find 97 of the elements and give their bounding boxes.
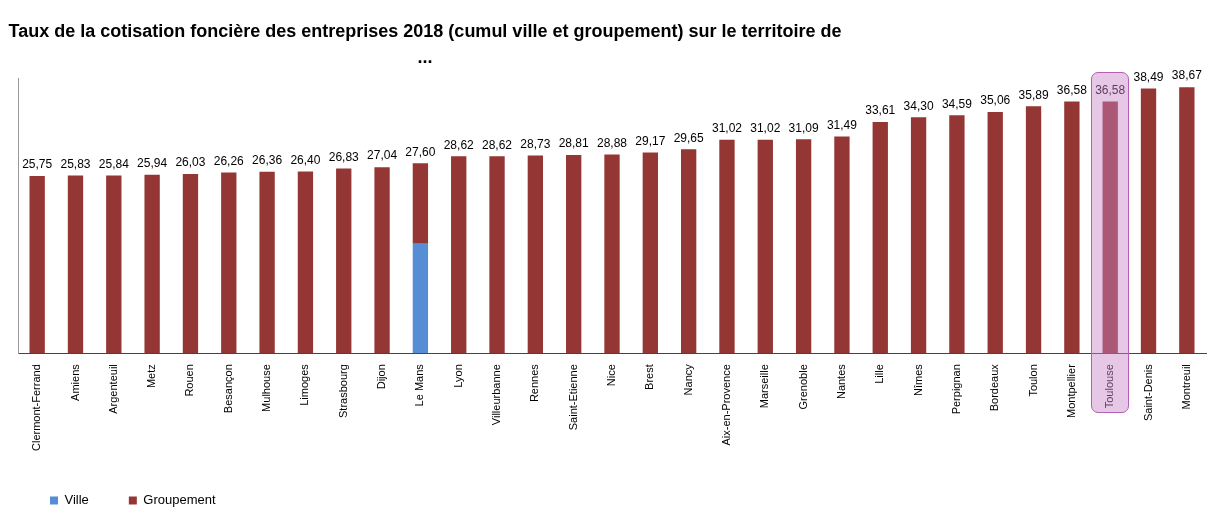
bar bbox=[1102, 101, 1118, 354]
data-label: 26,40 bbox=[290, 152, 321, 167]
data-label: 28,81 bbox=[558, 136, 590, 151]
bar bbox=[642, 152, 658, 354]
chart-title: Taux de la cotisation foncière des entreprises 2018 (cumul ville et groupement) sur le territoire de ... bbox=[7, 20, 843, 69]
data-label: 38,49 bbox=[1133, 69, 1164, 84]
x-tick-label: Le Mans bbox=[413, 363, 426, 407]
legend-label: Groupement bbox=[143, 492, 216, 508]
bar bbox=[106, 175, 122, 354]
data-label: 25,84 bbox=[98, 156, 130, 171]
x-tick-label: Nîmes bbox=[911, 363, 924, 396]
bar bbox=[1179, 87, 1195, 354]
bar bbox=[67, 175, 84, 354]
data-label: 35,89 bbox=[1018, 87, 1049, 102]
bar bbox=[1064, 101, 1080, 354]
x-tick-label: Nantes bbox=[834, 363, 847, 400]
x-tick-label: Montreuil bbox=[1179, 364, 1192, 410]
data-label: 29,65 bbox=[673, 130, 704, 145]
data-label: 28,73 bbox=[520, 136, 551, 151]
data-label: 28,62 bbox=[443, 137, 475, 152]
x-tick-label: Mulhouse bbox=[260, 364, 273, 412]
x-tick-label: Marseille bbox=[758, 364, 771, 409]
x-tick-label: Rennes bbox=[528, 363, 541, 403]
bar bbox=[1025, 106, 1042, 354]
x-tick-label: Metz bbox=[145, 364, 158, 389]
bar bbox=[412, 243, 429, 354]
data-label: 25,83 bbox=[60, 156, 91, 171]
bar bbox=[221, 172, 237, 354]
x-tick-label: Toulouse bbox=[1103, 364, 1116, 409]
data-label: 31,02 bbox=[711, 121, 743, 136]
x-tick-label: Lille bbox=[873, 364, 886, 384]
x-tick-label: Perpignan bbox=[949, 364, 962, 415]
data-label: 26,83 bbox=[328, 149, 360, 164]
data-label: 28,62 bbox=[482, 137, 513, 152]
bar bbox=[719, 139, 735, 354]
bar bbox=[336, 168, 352, 354]
legend-label: Ville bbox=[64, 492, 89, 508]
x-tick-label: Aix-en-Provence bbox=[720, 364, 732, 446]
bar bbox=[412, 163, 429, 244]
x-tick-label: Nancy bbox=[681, 363, 694, 396]
data-label: 36,58 bbox=[1056, 82, 1088, 97]
data-label: 26,03 bbox=[175, 155, 206, 170]
x-tick-label: Lyon bbox=[451, 364, 464, 388]
bar bbox=[182, 174, 199, 354]
x-tick-label: Strasbourg bbox=[336, 364, 349, 419]
x-tick-label: Nice bbox=[605, 364, 618, 387]
bar bbox=[910, 117, 927, 354]
data-label: 28,88 bbox=[596, 135, 628, 150]
data-label: 33,61 bbox=[865, 103, 896, 118]
x-tick-label: Argenteuil bbox=[106, 364, 119, 414]
data-label: 31,49 bbox=[826, 117, 858, 132]
bar bbox=[489, 156, 505, 354]
data-label: 31,02 bbox=[750, 121, 781, 136]
data-label: 25,94 bbox=[137, 156, 168, 171]
bar bbox=[144, 174, 160, 354]
bar bbox=[987, 111, 1003, 354]
x-tick-label: Besançon bbox=[221, 364, 234, 414]
data-label: 27,04 bbox=[367, 148, 398, 163]
x-tick-label: Dijon bbox=[375, 364, 388, 390]
data-label: 31,09 bbox=[788, 120, 819, 135]
data-label: 25,75 bbox=[22, 157, 53, 172]
data-label: 36,58 bbox=[1095, 82, 1126, 97]
bar bbox=[527, 155, 544, 354]
data-label: 35,06 bbox=[980, 93, 1011, 108]
bar bbox=[29, 176, 45, 354]
data-label: 38,67 bbox=[1171, 68, 1203, 83]
x-tick-label: Montpellier bbox=[1064, 363, 1077, 419]
x-tick-label: Saint-Etienne bbox=[566, 364, 579, 431]
bar bbox=[872, 121, 888, 354]
x-tick-label: Grenoble bbox=[796, 364, 809, 410]
x-tick-label: Rouen bbox=[183, 364, 196, 397]
x-tick-label: Bordeaux bbox=[988, 363, 1001, 412]
bar bbox=[680, 149, 697, 354]
x-tick-label: Toulon bbox=[1026, 364, 1039, 397]
bar bbox=[451, 156, 467, 354]
bar bbox=[297, 171, 314, 354]
x-tick-label: Clermont-Ferrand bbox=[30, 364, 43, 452]
x-tick-label: Saint-Denis bbox=[1141, 363, 1154, 422]
bar bbox=[795, 139, 812, 354]
data-label: 26,26 bbox=[213, 153, 245, 168]
bar bbox=[566, 154, 582, 354]
x-tick-label: Villeurbanne bbox=[490, 364, 503, 426]
x-tick-label: Amiens bbox=[68, 363, 81, 401]
x-tick-label: Limoges bbox=[298, 363, 311, 406]
bar bbox=[757, 139, 773, 354]
x-tick-label: Brest bbox=[643, 364, 656, 390]
bar bbox=[259, 171, 275, 354]
data-label: 34,30 bbox=[903, 98, 934, 113]
bar bbox=[604, 154, 620, 354]
bar bbox=[834, 136, 850, 354]
data-label: 29,17 bbox=[635, 133, 666, 148]
bar bbox=[1140, 88, 1157, 354]
bar bbox=[949, 115, 965, 354]
total-label: 27,60 bbox=[405, 144, 436, 159]
data-label: 34,59 bbox=[941, 96, 973, 111]
data-label: 26,36 bbox=[252, 153, 283, 168]
bar bbox=[374, 167, 390, 354]
